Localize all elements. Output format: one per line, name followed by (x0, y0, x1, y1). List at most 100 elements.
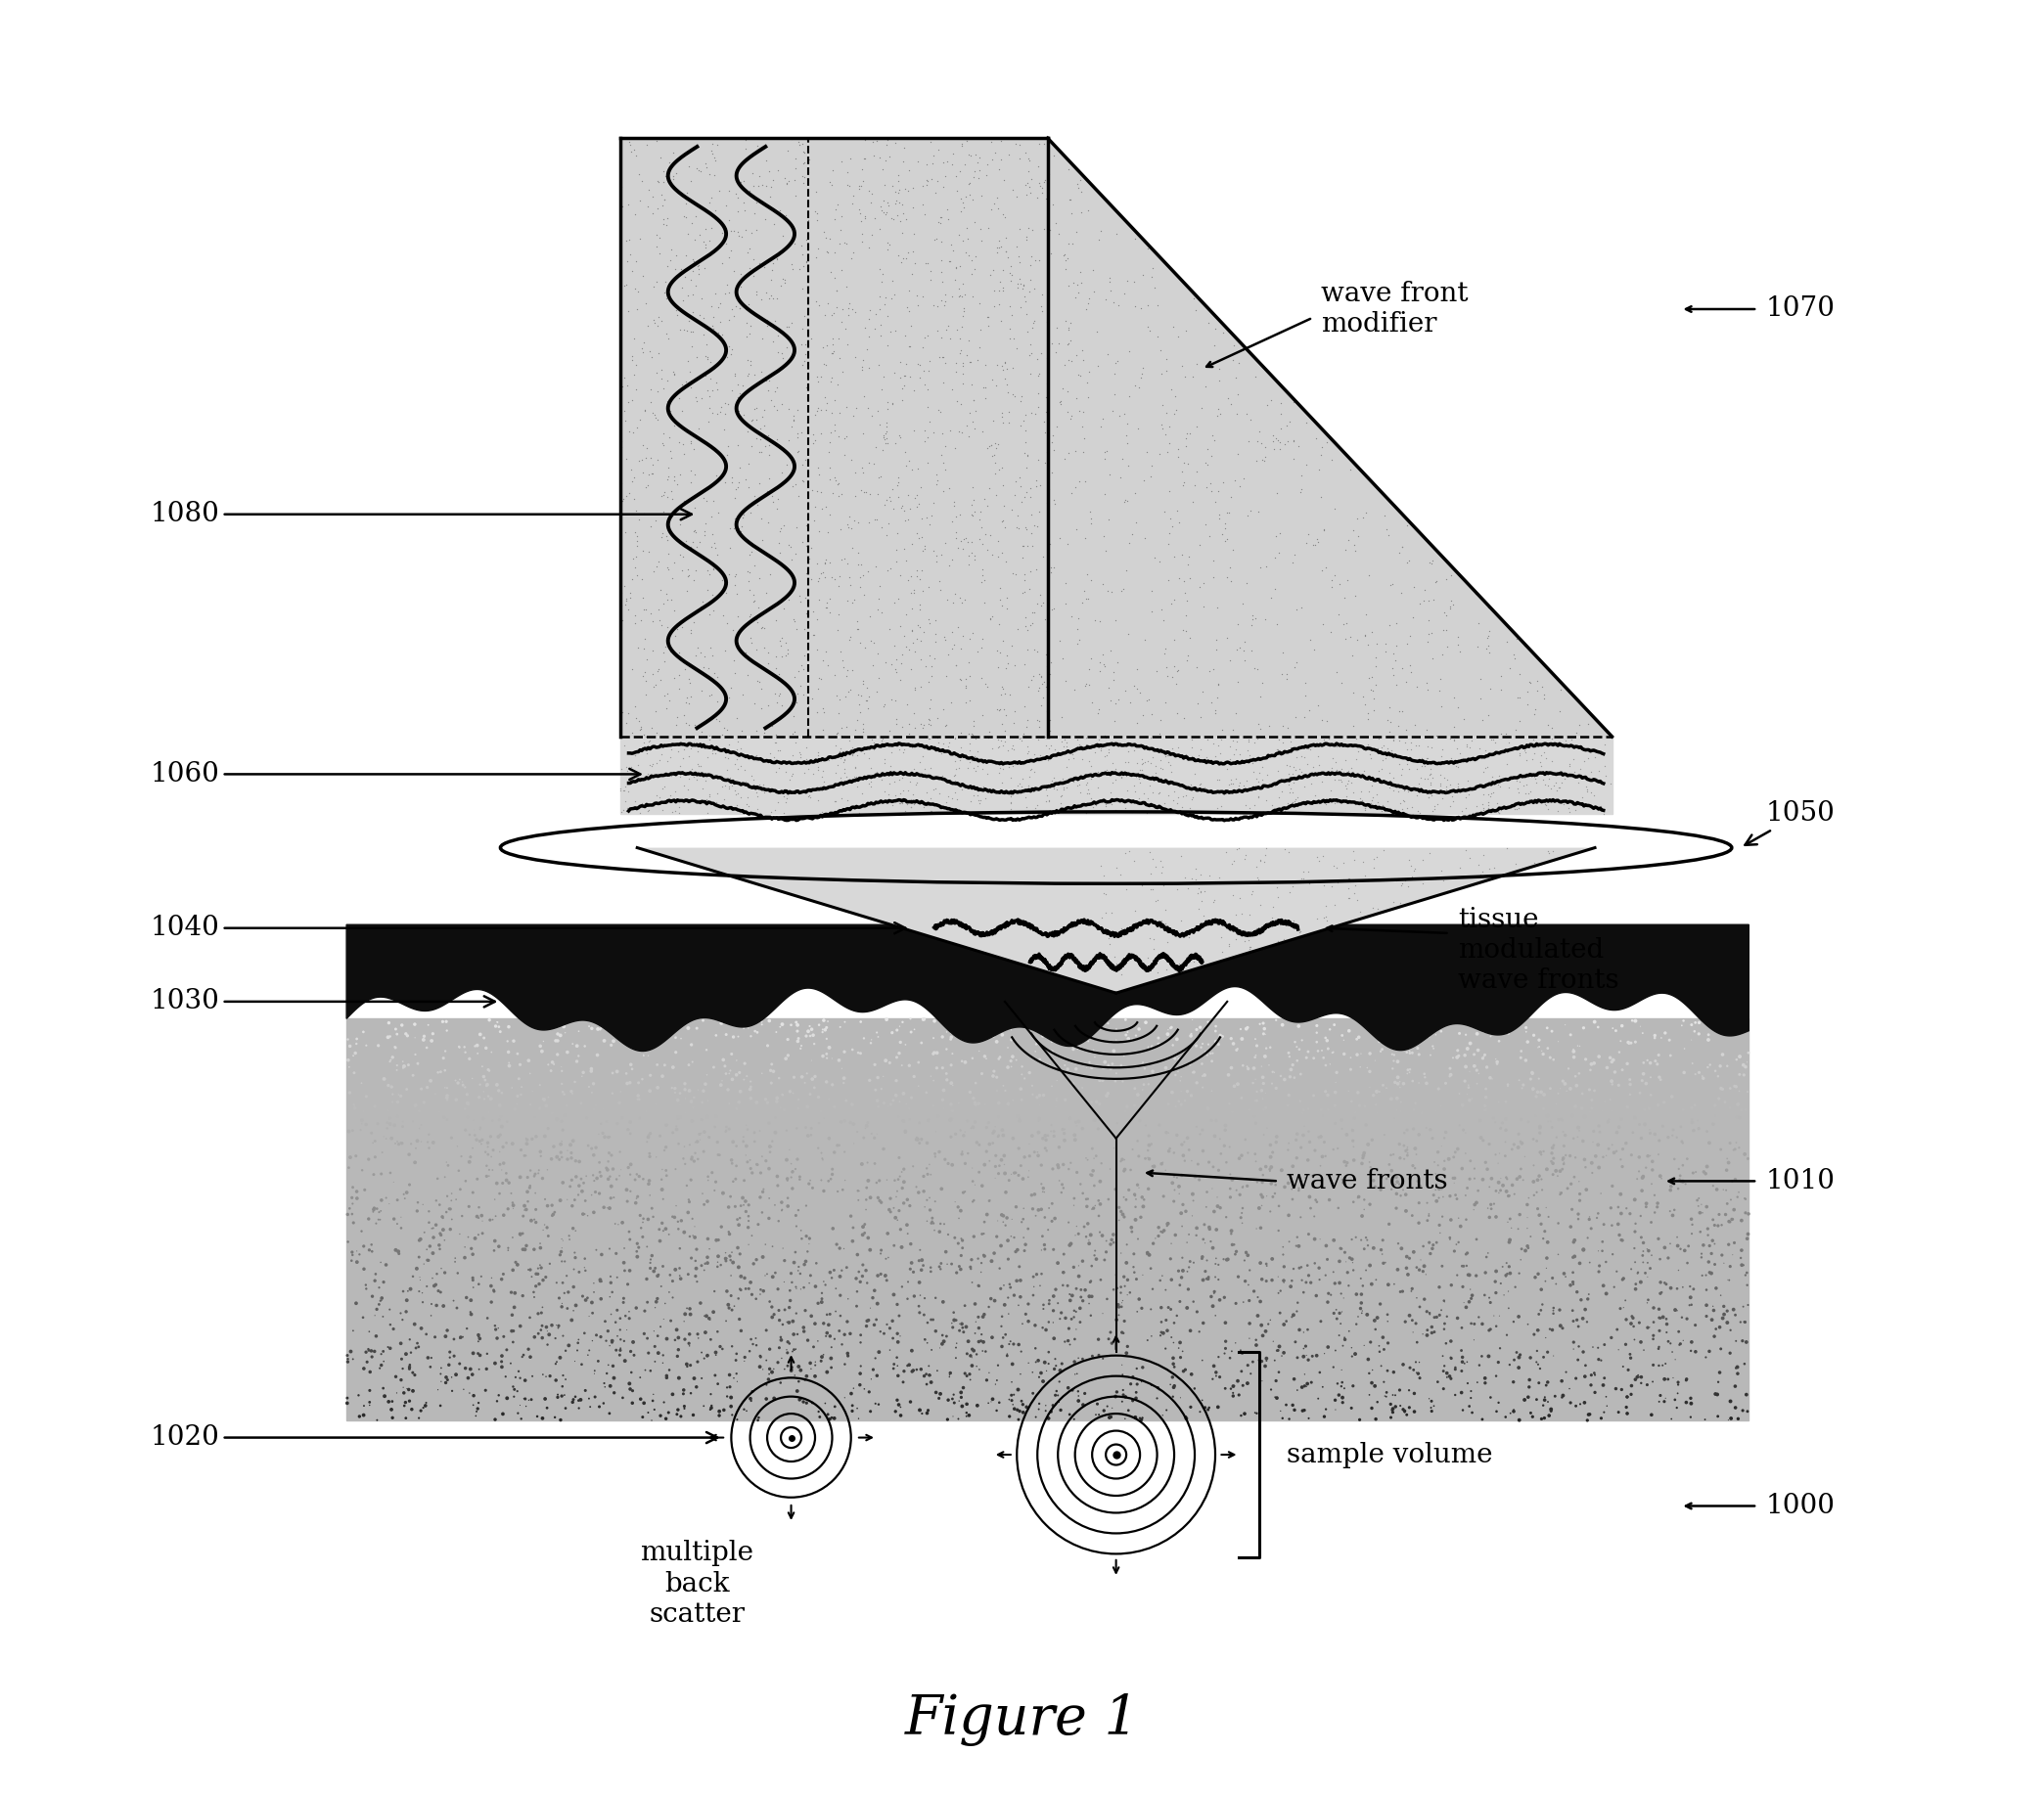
Point (822, 681, 854, 710)
Point (442, 1068, 474, 1097)
Point (1280, 743, 1312, 771)
Point (1186, 1032, 1218, 1061)
Point (337, 1345, 370, 1374)
Point (1412, 1023, 1445, 1052)
Point (642, 338, 675, 367)
Point (519, 1196, 552, 1224)
Point (1441, 1043, 1474, 1072)
Point (762, 196, 795, 225)
Point (1414, 1386, 1447, 1415)
Point (578, 1178, 611, 1206)
Point (1216, 1379, 1249, 1408)
Point (1674, 1390, 1707, 1419)
Point (1032, 475, 1065, 503)
Point (554, 1131, 587, 1160)
Point (787, 654, 820, 683)
Point (1731, 1077, 1764, 1106)
Point (1582, 1257, 1615, 1286)
Point (995, 764, 1028, 793)
Point (764, 631, 797, 660)
Point (1508, 1386, 1541, 1415)
Point (386, 1305, 419, 1334)
Point (887, 1167, 920, 1196)
Point (689, 216, 722, 245)
Point (405, 1224, 437, 1253)
Point (1594, 1086, 1627, 1115)
Point (644, 1215, 677, 1244)
Point (834, 674, 867, 703)
Point (1378, 1269, 1410, 1298)
Point (811, 593, 844, 622)
Point (1629, 1109, 1662, 1138)
Point (493, 1052, 525, 1081)
Point (681, 737, 713, 766)
Point (928, 626, 961, 654)
Point (1643, 1278, 1676, 1307)
Point (1271, 770, 1304, 798)
Point (987, 674, 1020, 703)
Point (1145, 746, 1177, 775)
Point (959, 1108, 991, 1136)
Point (409, 1021, 442, 1050)
Point (1672, 1248, 1705, 1277)
Point (985, 538, 1018, 566)
Point (750, 171, 783, 200)
Point (871, 485, 903, 514)
Point (1239, 728, 1271, 757)
Point (597, 1059, 630, 1088)
Point (399, 1091, 431, 1120)
Point (844, 1268, 877, 1296)
Point (854, 602, 887, 631)
Point (1245, 1100, 1278, 1129)
Point (1032, 327, 1065, 356)
Point (975, 602, 1008, 631)
Point (378, 1167, 411, 1196)
Point (1406, 1320, 1439, 1348)
Point (730, 307, 762, 336)
Point (1104, 1050, 1136, 1079)
Point (1136, 843, 1169, 872)
Point (668, 441, 701, 469)
Point (1267, 1311, 1300, 1340)
Point (989, 716, 1022, 744)
Point (1239, 764, 1271, 793)
Point (1670, 1365, 1703, 1393)
Point (356, 1336, 388, 1365)
Point (850, 1307, 883, 1336)
Point (1549, 1077, 1582, 1106)
Point (991, 1284, 1024, 1313)
Point (1224, 1142, 1257, 1170)
Point (341, 1237, 374, 1266)
Point (1226, 777, 1259, 806)
Point (587, 1093, 619, 1122)
Point (1010, 1393, 1042, 1422)
Point (566, 1199, 599, 1228)
Point (1288, 1395, 1320, 1424)
Point (1699, 1057, 1731, 1086)
Point (946, 588, 979, 617)
Point (1079, 1244, 1112, 1273)
Point (699, 1021, 732, 1050)
Point (801, 1327, 834, 1356)
Point (766, 1081, 799, 1109)
Point (513, 1386, 546, 1415)
Point (1535, 725, 1568, 753)
Point (1067, 397, 1100, 426)
Point (615, 1388, 648, 1417)
Point (771, 1165, 803, 1194)
Point (623, 1162, 656, 1190)
Point (1002, 273, 1034, 302)
Point (499, 1278, 531, 1307)
Point (734, 601, 766, 629)
Point (1633, 1237, 1666, 1266)
Point (1018, 1262, 1051, 1291)
Point (953, 399, 985, 428)
Point (1032, 1338, 1065, 1366)
Point (844, 1359, 877, 1388)
Point (1576, 1158, 1609, 1187)
Point (1416, 619, 1449, 647)
Point (1233, 793, 1265, 822)
Point (1145, 1307, 1177, 1336)
Point (746, 1178, 779, 1206)
Point (679, 383, 711, 412)
